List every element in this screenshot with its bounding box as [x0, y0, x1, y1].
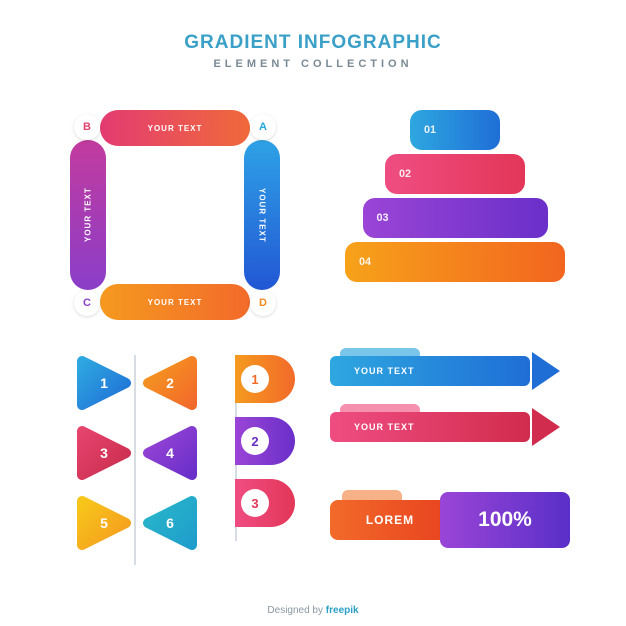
triangle-item-2: 2: [142, 355, 198, 411]
cycle-seg-left: YOUR TEXT: [70, 140, 106, 290]
arrow-banner-2: YOUR TEXT: [330, 406, 570, 448]
cycle-badge-d: D: [250, 290, 276, 316]
semicircle-item-3: 3: [235, 479, 295, 527]
cycle-label: YOUR TEXT: [148, 124, 203, 133]
cycle-seg-bottom: YOUR TEXT: [100, 284, 250, 320]
arrow-head-icon: [532, 408, 560, 446]
cycle-badge-c: C: [74, 290, 100, 316]
arrow-banner-1: YOUR TEXT: [330, 350, 570, 392]
arrow-banners: YOUR TEXT YOUR TEXT: [330, 350, 570, 462]
pyramid-num: 04: [359, 256, 371, 268]
pyramid-layer-2: 02: [385, 154, 525, 194]
pyramid-layer-1: 01: [410, 110, 500, 150]
triangle-item-6: 6: [142, 495, 198, 551]
semicircle-num: 2: [241, 427, 269, 455]
stat-bar: LOREM 100%: [330, 492, 570, 548]
semicircle-item-2: 2: [235, 417, 295, 465]
arrow-body: YOUR TEXT: [330, 412, 530, 442]
arrow-label: YOUR TEXT: [354, 366, 415, 376]
cycle-badge-a: A: [250, 114, 276, 140]
pyramid-layer-4: 04: [345, 242, 565, 282]
triangle-item-3: 3: [76, 425, 132, 481]
semicircle-item-1: 1: [235, 355, 295, 403]
cycle-label: YOUR TEXT: [148, 298, 203, 307]
cycle-label: YOUR TEXT: [258, 188, 267, 243]
pyramid-diagram: 01 02 03 04: [345, 110, 565, 286]
footer-brand: freepik: [326, 605, 359, 616]
stat-value: 100%: [440, 492, 570, 548]
arrow-body: YOUR TEXT: [330, 356, 530, 386]
semicircle-num: 1: [241, 365, 269, 393]
pyramid-layer-3: 03: [363, 198, 548, 238]
page-subtitle: ELEMENT COLLECTION: [0, 58, 626, 70]
page-title: GRADIENT INFOGRAPHIC: [0, 32, 626, 54]
pyramid-num: 01: [424, 124, 436, 136]
cycle-label: YOUR TEXT: [84, 188, 93, 243]
pyramid-num: 03: [377, 212, 389, 224]
cycle-diagram: YOUR TEXT YOUR TEXT YOUR TEXT YOUR TEXT …: [70, 110, 280, 320]
triangle-item-5: 5: [76, 495, 132, 551]
arrow-head-icon: [532, 352, 560, 390]
cycle-seg-right: YOUR TEXT: [244, 140, 280, 290]
semicircle-num: 3: [241, 489, 269, 517]
stat-label: LOREM: [330, 500, 450, 540]
triangle-item-1: 1: [76, 355, 132, 411]
footer-credit: Designed by freepik: [0, 605, 626, 616]
cycle-seg-top: YOUR TEXT: [100, 110, 250, 146]
triangle-grid: 1 2 3 4 5 6: [62, 355, 212, 565]
header: GRADIENT INFOGRAPHIC ELEMENT COLLECTION: [0, 0, 626, 70]
triangle-item-4: 4: [142, 425, 198, 481]
semicircle-list: 1 2 3: [235, 355, 315, 541]
pyramid-num: 02: [399, 168, 411, 180]
arrow-label: YOUR TEXT: [354, 422, 415, 432]
cycle-badge-b: B: [74, 114, 100, 140]
footer-text: Designed by: [267, 605, 323, 616]
